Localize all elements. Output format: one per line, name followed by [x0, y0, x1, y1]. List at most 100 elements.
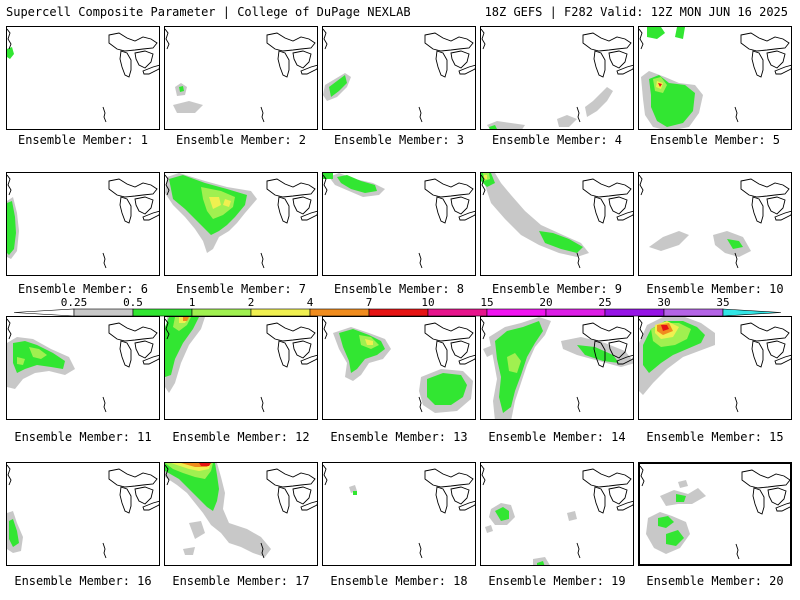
- coastline: [734, 106, 739, 123]
- coastline: [435, 50, 448, 78]
- ensemble-map-panel[interactable]: [322, 172, 476, 276]
- scp-contour-fill: [539, 231, 583, 253]
- scp-contour-fill: [567, 511, 577, 521]
- coastline: [774, 354, 791, 365]
- coastline: [740, 32, 790, 52]
- coastline: [266, 178, 316, 198]
- colorbar-segment: [663, 308, 724, 317]
- coastline: [576, 106, 581, 123]
- great-lakes-outline: [165, 464, 317, 559]
- ensemble-map-panel[interactable]: [6, 26, 160, 130]
- ensemble-map-panel[interactable]: [480, 316, 634, 420]
- colorbar-segment: [427, 308, 488, 317]
- coastline: [576, 396, 581, 413]
- ensemble-map-panel[interactable]: [164, 26, 318, 130]
- ensemble-map-panel[interactable]: [322, 462, 476, 566]
- colorbar-tick-label: 0.5: [123, 296, 143, 309]
- great-lakes-outline: [481, 28, 633, 123]
- scp-contour-fill: [647, 27, 665, 39]
- colorbar-segment: [250, 308, 311, 317]
- scp-contour-fill: [209, 197, 221, 209]
- colorbar-tick-label: 0.25: [61, 296, 88, 309]
- colorbar-tick-label: 4: [307, 296, 314, 309]
- coastline: [260, 396, 265, 413]
- ensemble-map-panel[interactable]: [6, 172, 160, 276]
- coastline: [7, 464, 12, 486]
- scp-contour-fill: [661, 325, 669, 331]
- coastline: [292, 50, 312, 69]
- coastline: [102, 252, 107, 269]
- scp-contour-fill: [507, 353, 521, 373]
- colorbar-tick-label: 20: [539, 296, 552, 309]
- coastline: [450, 486, 470, 505]
- ensemble-map-panel[interactable]: [638, 26, 792, 130]
- coastline: [774, 64, 791, 75]
- scp-contour-fill: [199, 463, 211, 466]
- ensemble-map-panel[interactable]: [164, 316, 318, 420]
- colorbar-high-arrow: [722, 308, 782, 317]
- colorbar-segment: [191, 308, 252, 317]
- coastline: [435, 486, 448, 514]
- scp-contour-fill: [727, 239, 743, 249]
- scp-contour-fill: [183, 317, 189, 321]
- coastline: [300, 500, 317, 511]
- great-lakes-outline: [323, 318, 475, 413]
- ensemble-map-panel[interactable]: [322, 316, 476, 420]
- ensemble-member-label: Ensemble Member: 6: [17, 282, 149, 296]
- coastline: [323, 318, 328, 340]
- parameter-map: [639, 317, 791, 413]
- coastline: [424, 468, 474, 488]
- coastline: [593, 50, 606, 78]
- coastline: [766, 340, 786, 359]
- ensemble-map-panel[interactable]: [6, 462, 160, 566]
- ensemble-map-panel[interactable]: [164, 462, 318, 566]
- coastline: [323, 174, 328, 196]
- coastline: [582, 468, 632, 488]
- ensemble-member-label: Ensemble Member: 8: [333, 282, 465, 296]
- ensemble-member-label: Ensemble Member: 15: [646, 430, 784, 444]
- coastline: [119, 196, 132, 224]
- coastline: [424, 32, 474, 52]
- ensemble-map-panel[interactable]: [164, 172, 318, 276]
- parameter-map: [323, 28, 475, 123]
- ensemble-map-panel[interactable]: [6, 316, 160, 420]
- great-lakes-outline: [323, 28, 475, 123]
- ensemble-map-panel[interactable]: [638, 316, 792, 420]
- scp-contour-fill: [489, 125, 497, 129]
- coastline: [7, 28, 12, 50]
- parameter-map: [640, 465, 790, 560]
- coastline: [734, 396, 739, 413]
- coastline: [639, 28, 644, 50]
- coastline: [165, 28, 170, 50]
- scp-contour-fill: [179, 86, 184, 92]
- parameter-map: [165, 173, 317, 269]
- scp-contour-fill: [365, 339, 373, 345]
- great-lakes-outline: [481, 464, 633, 559]
- scp-contour-fill: [481, 173, 589, 257]
- parameter-map: [481, 464, 633, 565]
- coastline: [119, 340, 132, 368]
- ensemble-map-panel[interactable]: [322, 26, 476, 130]
- color-scale-bar: 0.25 0.5 1 2 4 7 10 15 20 25 30 35: [13, 296, 782, 317]
- scp-contour-fill: [329, 75, 347, 97]
- scp-contour-fill: [658, 83, 662, 87]
- ensemble-map-panel[interactable]: [480, 26, 634, 130]
- great-lakes-outline: [323, 464, 475, 559]
- scp-contour-fill: [165, 317, 199, 377]
- coastline: [108, 32, 158, 52]
- great-lakes-outline: [481, 318, 633, 413]
- coastline: [418, 396, 423, 413]
- ensemble-member-label: Ensemble Member: 10: [646, 282, 784, 296]
- coastline: [481, 28, 486, 50]
- coastline: [424, 178, 474, 198]
- ensemble-map-panel[interactable]: [638, 172, 792, 276]
- parameter-map: [165, 28, 317, 123]
- ensemble-map-panel[interactable]: [480, 172, 634, 276]
- ensemble-map-panel[interactable]: [638, 462, 792, 566]
- coastline: [582, 32, 632, 52]
- colorbar-segment: [132, 308, 193, 317]
- scp-contour-fill: [658, 516, 674, 528]
- coastline: [767, 487, 787, 506]
- ensemble-map-panel[interactable]: [480, 462, 634, 566]
- coastline: [424, 322, 474, 342]
